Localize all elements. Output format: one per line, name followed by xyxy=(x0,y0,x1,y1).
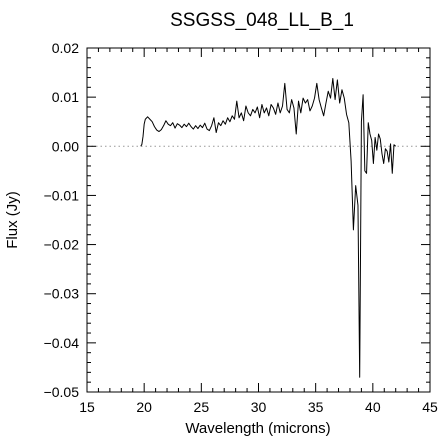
y-tick-label: 0.01 xyxy=(52,89,79,105)
x-tick-label: 40 xyxy=(365,399,381,415)
series-layer xyxy=(140,77,397,378)
y-tick-label: −0.03 xyxy=(44,286,80,302)
y-tick-label: 0.00 xyxy=(52,138,79,154)
flux-series-line xyxy=(140,77,397,378)
y-tick-label: −0.04 xyxy=(44,335,80,351)
y-axis-label: Flux (Jy) xyxy=(4,191,21,249)
y-tick-label: −0.02 xyxy=(44,237,80,253)
y-tick-label: −0.01 xyxy=(44,187,80,203)
x-tick-label: 25 xyxy=(194,399,210,415)
chart-title: SSGSS_048_LL_B_1 xyxy=(170,10,354,31)
x-tick-label: 45 xyxy=(422,399,438,415)
y-tick-label: 0.02 xyxy=(52,40,79,56)
x-tick-label: 30 xyxy=(251,399,267,415)
x-axis: 15 20 25 30 35 40 45 xyxy=(79,48,438,415)
plot-frame xyxy=(86,47,431,393)
y-tick-label: −0.05 xyxy=(44,384,80,400)
x-tick-label: 35 xyxy=(308,399,324,415)
x-tick-label: 15 xyxy=(79,399,95,415)
x-tick-label: 20 xyxy=(136,399,152,415)
y-axis: −0.05 −0.04 −0.03 −0.02 −0.01 0.00 0.01 0.02 xyxy=(44,40,430,400)
x-axis-label: Wavelength (microns) xyxy=(185,420,330,437)
